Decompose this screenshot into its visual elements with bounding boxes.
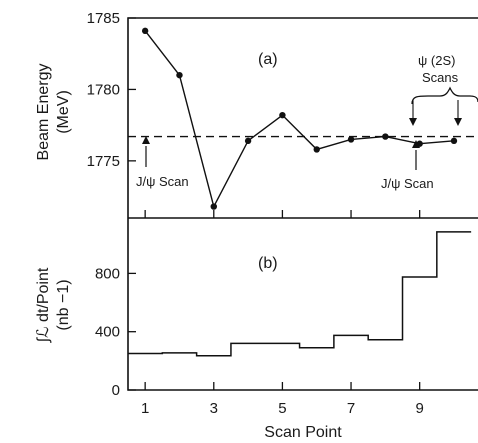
data-point-a [450,137,458,145]
data-point-a [176,71,183,79]
panel-b: 0 400 800 (b) ∫ℒ dt/Point (nb −1) [35,218,478,399]
data-point-a [210,203,217,210]
x-tick-label: 9 [415,400,423,417]
y-axis-title-b-line2: (nb −1) [55,279,72,330]
x-axis-title: Scan Point [264,424,342,441]
y-tick-label-b: 800 [95,265,120,282]
y-tick-label-b: 0 [112,382,120,399]
data-point-a [279,111,286,119]
annotation-psi-text-2: Scans [422,70,459,85]
series-line-a [144,30,455,209]
x-tick-label: 1 [141,400,149,417]
x-tick-label: 3 [210,400,218,417]
panel-a-label: (a) [258,51,278,68]
x-tick-label: 5 [278,400,286,417]
series-step-b [128,231,472,357]
y-axis-title-b-line1: ∫ℒ dt/Point [35,267,52,343]
data-point-a [244,137,252,145]
y-axis-title-a-line2: (MeV) [55,90,72,134]
y-tick-label-b: 400 [95,324,120,341]
data-point-a [382,133,389,140]
data-point-a [141,27,149,35]
data-point-a [347,136,355,143]
annotation-left-scan-text: J/ψ Scan [136,174,189,189]
annotation-psi-scans: ψ (2S) Scans [409,53,478,126]
panel-b-label: (b) [258,255,278,272]
y-axis-title-a: Beam Energy (MeV) [35,64,72,161]
annotation-right-scan-text: J/ψ Scan [381,176,434,191]
data-point-a [313,146,320,153]
annotation-right-scan: J/ψ Scan [381,140,434,191]
panel-a: 1775 1780 1785 (a) Beam Energy (MeV) J/ψ S… [35,10,478,219]
panel-b-frame [127,218,478,391]
x-tick-label: 7 [347,400,355,417]
y-tick-label-a: 1785 [87,10,120,27]
x-axis: 1 3 5 7 9 [141,210,424,417]
annotation-psi-text-1: ψ (2S) [418,53,455,68]
psi-brace [411,86,478,105]
y-axis-title-a-line1: Beam Energy [35,64,52,161]
y-axis-title-b: ∫ℒ dt/Point (nb −1) [35,267,72,343]
y-tick-label-a: 1780 [87,81,120,98]
annotation-left-scan: J/ψ Scan [136,136,189,189]
y-tick-label-a: 1775 [87,153,120,170]
